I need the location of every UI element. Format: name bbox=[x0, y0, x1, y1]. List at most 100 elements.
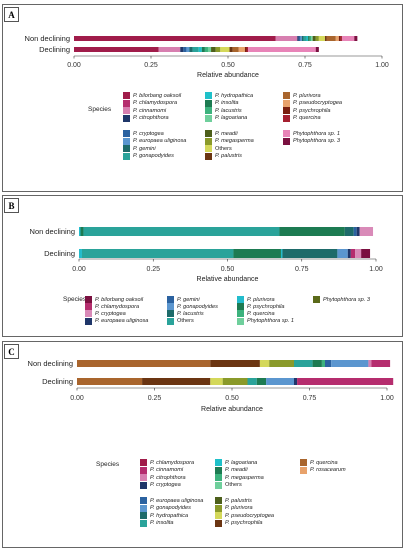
bar-segment-p-europaea-uliginosa bbox=[325, 360, 332, 367]
legend-label: P. europaea uliginosa bbox=[95, 318, 149, 325]
bar-segment-p-gonapodyides bbox=[331, 360, 369, 367]
bar-segment-p-psychrophila bbox=[210, 360, 260, 367]
legend-swatch bbox=[215, 519, 222, 527]
legend-label: P. quercina bbox=[310, 459, 338, 466]
legend-swatch bbox=[237, 310, 244, 318]
x-tick-label: 0.00 bbox=[70, 395, 84, 402]
legend-swatch bbox=[85, 317, 92, 325]
x-tick-label: 0.25 bbox=[146, 266, 160, 273]
legend-item-p-europaea-uliginosa: P. europaea uliginosa bbox=[85, 317, 149, 325]
x-tick-label: 0.75 bbox=[298, 62, 312, 69]
bar-segment-p-insolita bbox=[308, 36, 310, 41]
x-tick-label: 0.25 bbox=[144, 62, 158, 69]
legend-swatch bbox=[167, 310, 174, 318]
legend-swatch bbox=[215, 497, 222, 504]
panel-a-chart: Non declining Declining 0.00 0.25 0.50 0.75 1.… bbox=[25, 34, 389, 79]
legend-swatch bbox=[140, 497, 147, 504]
bar-segment-others bbox=[318, 36, 326, 41]
legend-label: P. megasperma bbox=[215, 138, 254, 145]
bar-segment-p-gemini bbox=[301, 36, 304, 41]
legend-swatch bbox=[167, 317, 174, 325]
bar-segment-p-plurivora bbox=[222, 378, 248, 385]
legend-label: P. cinnamomi bbox=[150, 467, 184, 474]
panel-c-letter: C bbox=[4, 344, 19, 359]
legend-item-p-hydropathica: P. hydropathica bbox=[205, 92, 253, 99]
bar-segment-p-psychrophila bbox=[279, 227, 345, 236]
legend-swatch bbox=[140, 481, 147, 489]
bar-segment-p-bilorbang-oaksoil bbox=[74, 47, 159, 52]
bar-segment-p-bilorbang-oaksoil bbox=[361, 249, 371, 258]
legend-label: P. hydropathica bbox=[150, 512, 189, 519]
bar-segment-phytophthora-sp-1 bbox=[248, 47, 316, 52]
legend-item-p-europaea-uliginosa: P. europaea uliginosa bbox=[140, 497, 203, 504]
bar-segment-p-psychrophila bbox=[244, 47, 247, 52]
bar-segment-p-meadii bbox=[211, 47, 216, 52]
legend-swatch bbox=[313, 296, 320, 303]
legend-item-p-palustris: P. palustris bbox=[215, 497, 252, 504]
legend-swatch bbox=[123, 145, 130, 153]
legend-item-p-insolita: P. insolita bbox=[140, 519, 174, 527]
legend-label: Phytophthora sp. 3 bbox=[293, 138, 340, 145]
legend-label: P. bilorbang oaksoil bbox=[133, 92, 182, 99]
legend-item-p-europaea-uliginosa: P. europaea uliginosa bbox=[123, 137, 187, 145]
legend-swatch bbox=[140, 519, 147, 527]
legend-swatch bbox=[205, 107, 212, 115]
category-label-declining: Declining bbox=[44, 249, 75, 258]
legend-label: Others bbox=[215, 145, 232, 152]
bar-segment-p-meadii bbox=[256, 378, 267, 385]
legend-item-p-megasperma: P. megasperma bbox=[215, 474, 264, 482]
legend-item-p-palustris: P. palustris bbox=[205, 152, 242, 160]
legend-label: P. gemini bbox=[177, 296, 200, 303]
x-tick-label: 0.50 bbox=[221, 62, 235, 69]
bar-segment-p-lacustris bbox=[282, 249, 338, 258]
bar-segment-p-hydropathica bbox=[198, 47, 202, 52]
legend-swatch bbox=[123, 99, 130, 107]
legend-swatch bbox=[300, 459, 307, 466]
panel-a: A Non declining Declining 0.00 0.25 0.50 0.75… bbox=[0, 4, 405, 192]
bar-segment-p-psychrophila bbox=[233, 249, 281, 258]
legend-item-p-gonapodyides: P. gonapodyides bbox=[123, 152, 174, 160]
legend-swatch bbox=[215, 459, 222, 466]
legend-swatch bbox=[167, 296, 174, 303]
legend-item-p-bilorbang-oaksoil: P. bilorbang oaksoil bbox=[123, 92, 181, 99]
bar-segment-p-psychrophila bbox=[80, 227, 84, 236]
bar-segment-p-gonapodyides bbox=[192, 47, 199, 52]
legend-label: P. chlamydospora bbox=[133, 100, 178, 107]
bar-segment-phytophthora-sp-1 bbox=[341, 36, 355, 41]
bar-segment-p-psychrophila bbox=[142, 378, 211, 385]
legend-item-p-insolita: P. insolita bbox=[205, 99, 239, 107]
legend-label: Others bbox=[225, 482, 242, 489]
bar-segment-p-cinnamomi bbox=[158, 47, 181, 52]
legend-label: P. europaea uliginosa bbox=[133, 138, 187, 145]
legend-item-p-pseudocryptogea: P. pseudocryptogea bbox=[283, 99, 342, 107]
x-axis-label: Relative abundance bbox=[201, 406, 263, 413]
legend-swatch bbox=[167, 303, 174, 311]
x-tick-label: 0.50 bbox=[221, 266, 235, 273]
legend-label: P. lagoariana bbox=[215, 115, 248, 122]
bar-segment-p-lacustris bbox=[309, 36, 312, 41]
legend-item-p-cryptogea: P. cryptogea bbox=[140, 481, 181, 489]
legend-item-phytophthora-sp-3: Phytophthora sp. 3 bbox=[313, 296, 370, 303]
bar-segment-p-lagoariana bbox=[207, 47, 212, 52]
bar-segment-p-insolita bbox=[294, 360, 313, 367]
legend-label: P. pseudocryptogea bbox=[225, 512, 275, 519]
bar-segment-p-plurivora bbox=[79, 249, 82, 258]
legend-item-p-lagoariana: P. lagoariana bbox=[205, 114, 248, 122]
legend-item-p-lagoariana: P. lagoariana bbox=[215, 459, 257, 466]
panel-b: B Non declining Declining 0.00 0.25 0.50 0.75… bbox=[0, 195, 405, 338]
bar-segment-p-megasperma bbox=[215, 47, 221, 52]
panel-a-frame bbox=[2, 4, 403, 192]
legend-label: P. plurivora bbox=[225, 505, 253, 512]
bar-segment-p-cryptogea bbox=[183, 47, 187, 52]
legend-item-p-quercina: P. quercina bbox=[300, 459, 338, 466]
legend-label: P. gonapodyides bbox=[150, 505, 191, 512]
legend-label: P. bilorbang oaksoil bbox=[95, 296, 144, 303]
bar-segment-p-europaea-uliginosa bbox=[347, 249, 351, 258]
legend-item-p-bilorbang-oaksoil: P. bilorbang oaksoil bbox=[85, 296, 143, 303]
bar-segment-p-pseudocryptogea bbox=[259, 360, 270, 367]
legend-item-p-meadii: P. meadii bbox=[205, 130, 238, 137]
legend-item-p-psychrophila: P. psychrophila bbox=[215, 519, 263, 527]
panel-b-letter: B bbox=[4, 198, 19, 213]
bar-segment-p-gonapodyides bbox=[266, 378, 294, 385]
legend-swatch bbox=[215, 466, 222, 474]
